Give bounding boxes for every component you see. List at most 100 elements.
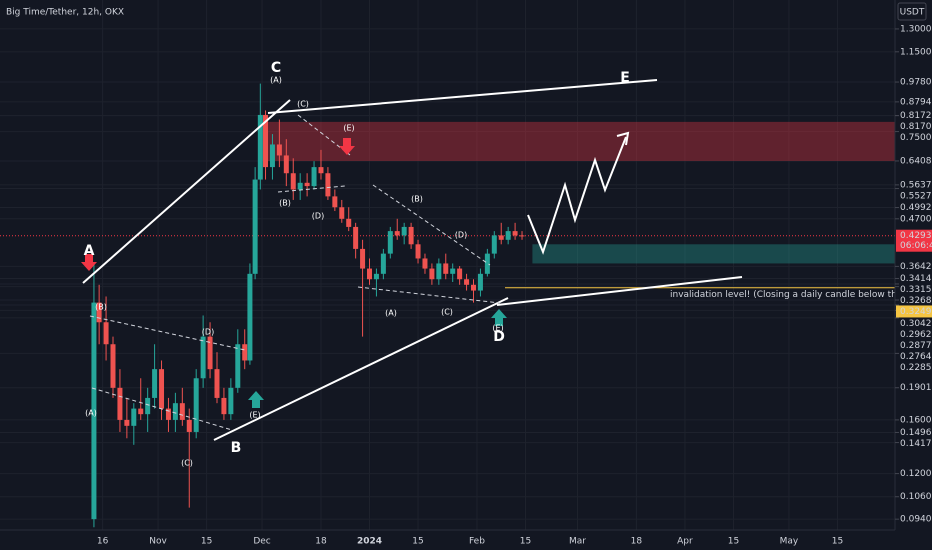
y-tick-label: 0.3315 — [900, 285, 932, 295]
candle-body — [519, 235, 525, 237]
candle-body — [138, 408, 144, 415]
candle-body — [117, 387, 123, 420]
last-price-tag — [896, 229, 932, 252]
candle-body — [512, 231, 518, 236]
candle-body — [450, 268, 456, 274]
candle-body — [103, 322, 109, 345]
buy-arrow — [248, 391, 264, 408]
candle-body — [297, 182, 303, 190]
candle-body — [252, 179, 258, 274]
subwave-label: (D) — [455, 231, 467, 240]
x-tick-label: May — [780, 537, 799, 547]
y-tick-label: 0.6408 — [900, 156, 932, 166]
y-tick-label: 0.8170 — [900, 122, 932, 132]
trend-line — [267, 79, 658, 114]
candle-body — [464, 279, 470, 285]
candle-body — [443, 263, 449, 274]
x-tick-label: Apr — [677, 537, 693, 547]
dashed-line — [297, 114, 351, 156]
x-tick-label: 15 — [201, 537, 212, 547]
candle-body — [436, 263, 442, 280]
candle-body — [484, 253, 490, 274]
dashed-line — [89, 315, 246, 351]
y-tick-label: 0.4992 — [900, 203, 932, 213]
candle-body — [346, 218, 352, 227]
candle-body — [429, 268, 435, 280]
y-tick-label: 0.2962 — [900, 330, 932, 340]
x-tick-label: 15 — [832, 537, 843, 547]
annotations: invalidation level! (Closing a daily can… — [84, 60, 932, 468]
wave-label: C — [271, 60, 281, 76]
dashed-line — [372, 184, 491, 266]
price-axis — [895, 0, 932, 530]
candle-body — [470, 284, 476, 291]
subwave-label: (D) — [202, 328, 214, 337]
candle-body — [200, 336, 206, 379]
candle-body — [325, 173, 331, 197]
candle-body — [401, 226, 407, 236]
candle-body — [408, 226, 414, 245]
candle-body — [422, 258, 428, 269]
subwave-label: (B) — [95, 303, 107, 312]
last-price-label: 0.4293 — [900, 231, 932, 241]
x-tick-label: 18 — [631, 537, 643, 547]
y-tick-label: 0.1496 — [900, 428, 932, 438]
y-tick-label: 0.9780 — [900, 78, 932, 88]
symbol-title: Big Time/Tether, 12h, OKX — [6, 8, 124, 18]
y-tick-label: 0.4700 — [900, 214, 932, 224]
subwave-label: (A) — [270, 76, 282, 85]
candle-body — [242, 344, 248, 361]
candle-body — [172, 403, 178, 420]
trend-line — [82, 99, 291, 284]
invalidation-price: 0.3249 — [900, 307, 932, 317]
candle-body — [131, 408, 137, 426]
y-tick-label: 0.3268 — [900, 296, 932, 306]
candle-body — [457, 268, 463, 280]
candle-body — [263, 114, 269, 168]
candle-body — [214, 369, 220, 398]
candle-body — [339, 207, 345, 219]
candle-body — [367, 268, 373, 280]
candle-body — [394, 231, 400, 236]
y-tick-label: 0.1600 — [900, 415, 932, 425]
x-tick-label: Mar — [569, 537, 586, 547]
y-tick-label: 0.3042 — [900, 319, 932, 329]
grid — [0, 0, 895, 530]
candle-body — [360, 248, 366, 269]
countdown: 06:06:41 — [900, 241, 932, 251]
projection-arrowhead — [616, 131, 630, 146]
candle-body — [247, 273, 253, 361]
candle-body — [505, 231, 511, 240]
currency: USDT — [900, 8, 925, 18]
trend-line — [213, 297, 509, 441]
candle-body — [124, 419, 130, 426]
axes: 16 Nov 15 Dec 18 2024 15 Feb 15 Mar 18 Apr 15 May 15 1.… — [97, 24, 932, 547]
dashed-line — [277, 185, 346, 193]
wave-label: E — [620, 70, 630, 86]
candle-body — [269, 144, 275, 168]
x-tick-label: 15 — [412, 537, 423, 547]
candle-body — [498, 235, 504, 240]
dashed-line — [91, 387, 233, 431]
drawings — [81, 79, 743, 441]
candle-body — [228, 387, 234, 415]
candle-body — [311, 167, 317, 187]
subwave-label: (E) — [249, 411, 260, 420]
candle-body — [415, 244, 421, 259]
subwave-label: (C) — [181, 459, 193, 468]
candle-body — [193, 378, 199, 432]
subwave-label: (B) — [279, 199, 291, 208]
candle-body — [373, 273, 379, 280]
candle-body — [257, 114, 263, 180]
candle-body — [207, 336, 213, 370]
x-tick-label: 2024 — [357, 537, 382, 547]
subwave-label: (E) — [343, 124, 354, 133]
subwave-label: (A) — [85, 409, 97, 418]
x-tick-label: Feb — [469, 537, 485, 547]
trend-line — [496, 276, 743, 306]
subwave-label: (B) — [411, 195, 423, 204]
x-tick-label: Nov — [149, 537, 167, 547]
y-tick-label: 0.1060 — [900, 492, 932, 502]
y-tick-label: 0.1417 — [900, 439, 932, 449]
